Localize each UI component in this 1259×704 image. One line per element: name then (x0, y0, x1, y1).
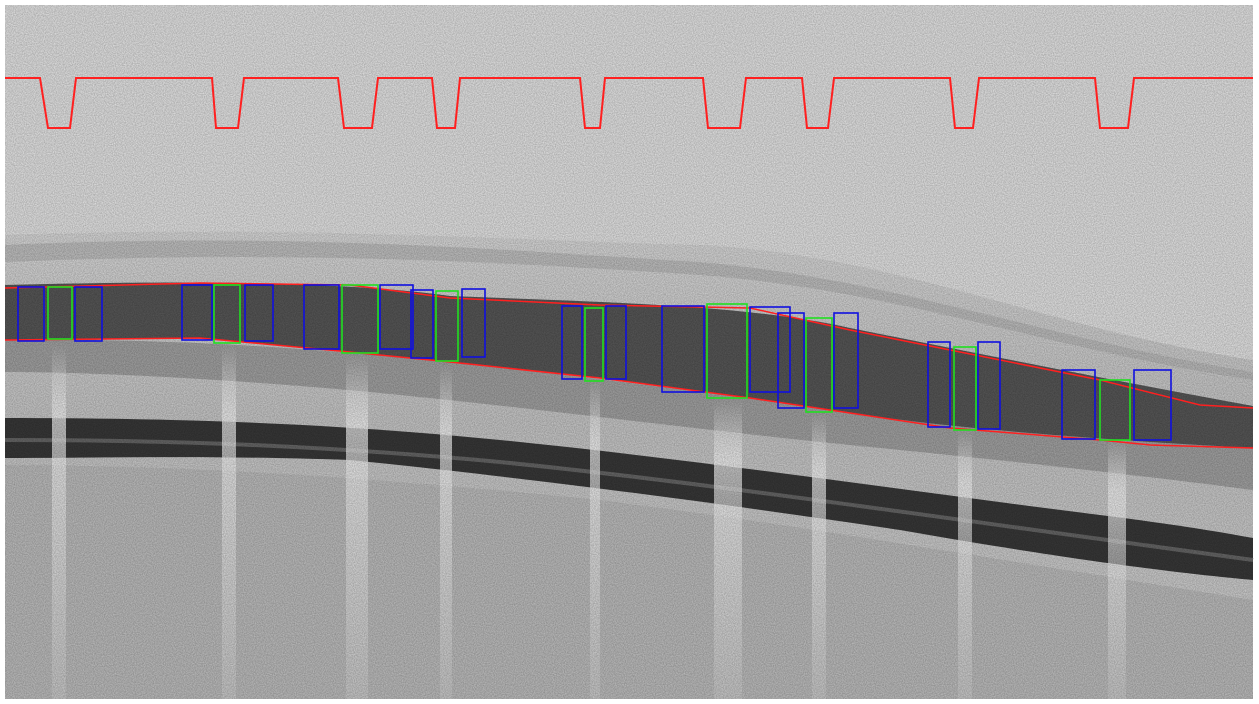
image-background (0, 0, 1259, 704)
oct-scan (0, 0, 1259, 704)
page (0, 0, 1259, 704)
